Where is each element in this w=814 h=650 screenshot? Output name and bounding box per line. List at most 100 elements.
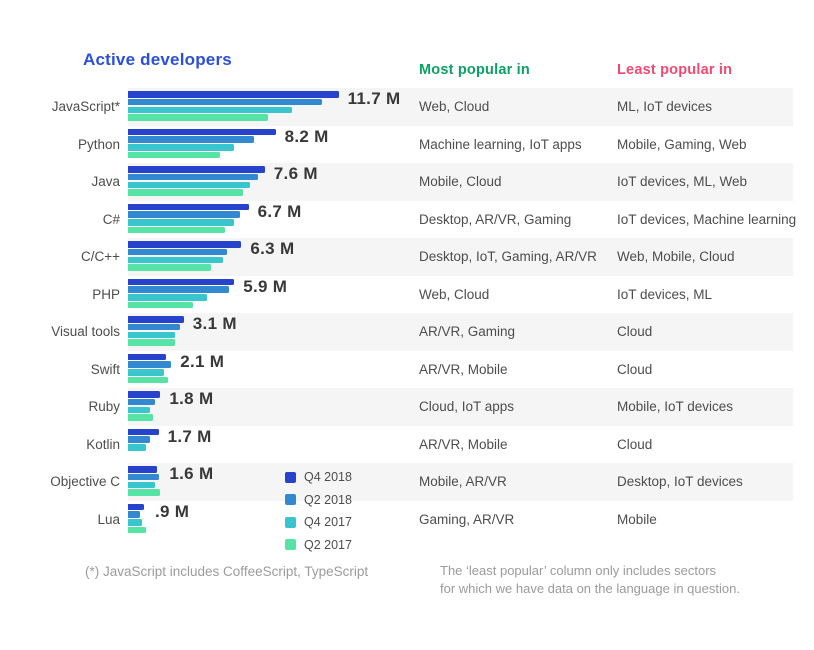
bar-q2-2017 xyxy=(128,489,161,496)
bar-q2-2018 xyxy=(128,398,155,406)
language-label: C# xyxy=(102,211,120,227)
bar-q4-2017 xyxy=(128,481,155,489)
bar-q4-2018 xyxy=(128,503,145,511)
bar-group xyxy=(128,241,242,272)
bar-q4-2017 xyxy=(128,181,251,189)
value-label: 2.1 M xyxy=(180,351,225,371)
bar-q2-2017 xyxy=(128,339,175,346)
bar-q2-2018 xyxy=(128,98,323,106)
language-label: Python xyxy=(77,136,120,152)
least-popular-cell: Web, Mobile, Cloud xyxy=(617,249,735,264)
legend-swatch-icon xyxy=(285,516,296,528)
bar-q4-2017 xyxy=(128,519,142,526)
bar-q2-2018 xyxy=(128,511,140,518)
chart-title: Active developers xyxy=(83,50,232,69)
bar-q2-2018 xyxy=(128,323,181,331)
bar-group xyxy=(128,503,146,535)
legend-item: Q2 2018 xyxy=(285,493,352,507)
value-label: 1.7 M xyxy=(167,426,212,446)
least-popular-cell: Cloud xyxy=(617,361,653,377)
bar-q4-2018 xyxy=(128,278,235,286)
bar-group xyxy=(128,166,265,197)
column-header-least-popular: Least popular in xyxy=(617,62,733,78)
legend-label: Q4 2018 xyxy=(304,470,352,484)
bar-group xyxy=(128,91,339,122)
language-label: Lua xyxy=(97,511,120,527)
language-label: C/C++ xyxy=(80,249,120,264)
bar-q4-2017 xyxy=(128,406,150,414)
legend-swatch-icon xyxy=(285,539,296,550)
table-row: Kotlin 1.7 M AR/VR, Mobile Cloud xyxy=(0,426,814,464)
bar-q2-2018 xyxy=(128,361,172,368)
value-label: 3.1 M xyxy=(192,314,237,333)
most-popular-cell: AR/VR, Gaming xyxy=(419,324,516,339)
value-label: .9 M xyxy=(155,501,190,521)
legend-item: Q2 2017 xyxy=(285,538,352,552)
table-row: Ruby 1.8 M Cloud, IoT apps Mobile, IoT devi… xyxy=(0,388,814,426)
language-label: PHP xyxy=(92,286,120,302)
most-popular-cell: Mobile, Cloud xyxy=(419,174,502,189)
bar-q2-2018 xyxy=(128,211,240,218)
bar-q4-2018 xyxy=(128,166,265,173)
bar-q4-2017 xyxy=(128,106,292,114)
most-popular-cell: Desktop, AR/VR, Gaming xyxy=(419,211,572,227)
bar-q4-2018 xyxy=(128,391,161,398)
least-popular-cell: IoT devices, ML xyxy=(617,286,713,302)
value-label: 7.6 M xyxy=(273,164,318,183)
most-popular-cell: AR/VR, Mobile xyxy=(419,361,508,377)
bar-group xyxy=(128,466,161,497)
bar-q2-2017 xyxy=(128,301,193,309)
least-popular-cell: Mobile xyxy=(617,511,657,527)
footnote-javascript: (*) JavaScript includes CoffeeScript, Ty… xyxy=(85,564,369,579)
least-popular-cell: Cloud xyxy=(617,324,653,339)
bar-q2-2017 xyxy=(128,414,154,421)
language-label: Kotlin xyxy=(86,436,120,452)
bar-q2-2017 xyxy=(128,226,226,234)
bar-group xyxy=(128,203,249,235)
bar-q4-2017 xyxy=(128,294,208,301)
table-row: C# 6.7 M Desktop, AR/VR, Gaming IoT devices… xyxy=(0,201,814,239)
bar-q4-2018 xyxy=(128,91,339,98)
value-label: 6.3 M xyxy=(250,239,295,258)
language-label: Objective C xyxy=(50,474,120,489)
bar-q4-2018 xyxy=(128,316,184,323)
least-popular-cell: Mobile, Gaming, Web xyxy=(617,136,747,152)
bar-q2-2018 xyxy=(128,286,229,293)
legend-swatch-icon xyxy=(285,494,296,505)
bar-q2-2017 xyxy=(128,189,244,196)
bar-q4-2017 xyxy=(128,256,224,264)
row-stripe xyxy=(128,388,793,426)
bar-q4-2017 xyxy=(128,144,235,151)
bar-group xyxy=(128,128,276,160)
row-stripe xyxy=(128,313,793,351)
value-label: 1.8 M xyxy=(169,389,214,408)
bar-q2-2017 xyxy=(128,526,146,534)
bar-q4-2018 xyxy=(128,241,242,248)
chart-rows: JavaScript* 11.7 M Web, Cloud ML, IoT devic… xyxy=(0,88,814,538)
bar-q2-2018 xyxy=(128,136,254,143)
most-popular-cell: AR/VR, Mobile xyxy=(419,436,508,452)
bar-q4-2017 xyxy=(128,369,164,376)
bar-group xyxy=(128,316,184,347)
bar-q2-2018 xyxy=(128,248,227,256)
table-row: Lua .9 M Gaming, AR/VR Mobile xyxy=(0,501,814,539)
legend-item: Q4 2017 xyxy=(285,515,352,529)
legend-swatch-icon xyxy=(285,471,296,483)
table-row: C/C++ 6.3 M Desktop, IoT, Gaming, AR/VR Web… xyxy=(0,238,814,276)
table-row: Objective C 1.6 M Mobile, AR/VR Desktop, Io… xyxy=(0,463,814,501)
language-label: JavaScript* xyxy=(51,99,120,114)
bar-group xyxy=(128,353,172,385)
chart-legend: Q4 2018 Q2 2018 Q4 2017 Q2 2017 xyxy=(285,470,352,552)
legend-label: Q2 2017 xyxy=(304,537,352,552)
bar-q4-2018 xyxy=(128,128,276,136)
table-row: Swift 2.1 M AR/VR, Mobile Cloud xyxy=(0,351,814,389)
footnote-least-popular-line2: for which we have data on the language i… xyxy=(440,580,740,596)
value-label: 1.6 M xyxy=(169,464,214,483)
bar-q4-2018 xyxy=(128,466,157,473)
bar-q4-2018 xyxy=(128,428,159,436)
table-row: Java 7.6 M Mobile, Cloud IoT devices, ML, W… xyxy=(0,163,814,201)
bar-q4-2017 xyxy=(128,219,235,226)
legend-item: Q4 2018 xyxy=(285,470,352,484)
bar-q2-2017 xyxy=(128,151,220,159)
